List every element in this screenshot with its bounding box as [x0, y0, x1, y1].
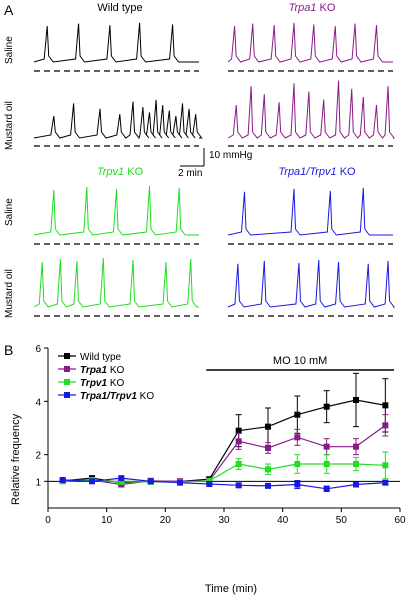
- scale-bar-horizontal-label: 2 min: [178, 168, 203, 179]
- data-point: [206, 481, 213, 487]
- data-point: [118, 478, 125, 485]
- legend-label-2: Trpv1 KO: [80, 378, 125, 389]
- data-point: [323, 461, 330, 467]
- frequency-chart: 0 10 20 30 40 50 60 1 2 4 6 MO 10 mM Wild type Trpa1 …: [35, 344, 406, 526]
- data-point: [294, 434, 301, 441]
- trace-dko-7: [227, 259, 396, 308]
- data-point: [235, 482, 242, 489]
- panel-letter-b: B: [4, 342, 14, 358]
- legend-marker: [64, 366, 70, 372]
- data-point: [118, 475, 125, 482]
- title-dko-gene: Trpa1/Trpv1: [278, 166, 337, 178]
- data-point: [147, 478, 154, 485]
- trace-trpa1-1: [227, 22, 393, 63]
- legend-label-1: Trpa1 KO: [80, 365, 125, 376]
- data-point: [235, 427, 242, 434]
- legend-marker: [64, 379, 70, 385]
- data-point: [265, 466, 271, 473]
- title-trpv1-ko: Trpv1 KO: [40, 166, 200, 178]
- data-point: [235, 438, 242, 445]
- trace-trpv1-6: [33, 257, 199, 308]
- data-point: [323, 403, 330, 410]
- data-point: [382, 462, 389, 469]
- x-tick-label: 0: [45, 515, 51, 526]
- x-tick-label: 10: [101, 515, 113, 526]
- trace-wt-0: [33, 22, 199, 63]
- data-point: [177, 479, 183, 486]
- title-trpa1-suffix: KO: [316, 2, 336, 14]
- title-wild-type-text: Wild type: [97, 2, 143, 14]
- data-point: [323, 443, 330, 450]
- scale-bar: [180, 148, 205, 167]
- trace-trpv1-4: [33, 185, 199, 236]
- x-tick-label: 40: [277, 515, 289, 526]
- y-tick-label: 6: [35, 344, 41, 355]
- data-point: [353, 397, 359, 403]
- legend-label-3: Trpa1/Trpv1 KO: [80, 391, 154, 402]
- trace-dko-5: [227, 187, 393, 236]
- traces-svg: [33, 22, 396, 317]
- x-tick-label: 30: [218, 515, 230, 526]
- title-trpa1-gene: Trpa1: [288, 2, 317, 14]
- title-dko: Trpa1/Trpv1 KO: [232, 166, 402, 178]
- y-tick-label: 2: [35, 451, 41, 462]
- data-point: [294, 481, 301, 488]
- x-tick-label: 50: [336, 515, 348, 526]
- title-trpv1-gene: Trpv1: [96, 166, 125, 178]
- data-point: [59, 477, 66, 483]
- series-line-2: [62, 463, 386, 483]
- title-dko-suffix: KO: [336, 166, 356, 178]
- data-point: [382, 422, 389, 429]
- data-point: [323, 485, 330, 492]
- y-tick-label: 4: [35, 397, 41, 408]
- legend-marker: [64, 392, 70, 398]
- series-line-3: [62, 477, 386, 490]
- mo-label: MO 10 mM: [273, 355, 327, 367]
- data-point: [382, 479, 389, 486]
- data-point: [294, 411, 301, 418]
- legend-marker: [64, 353, 70, 359]
- x-tick-label: 20: [160, 515, 172, 526]
- title-trpa1-ko: Trpa1 KO: [232, 2, 392, 14]
- legend-label-0: Wild type: [80, 352, 122, 363]
- trace-wt-2: [33, 99, 203, 140]
- traces-layer: [33, 22, 396, 317]
- data-point: [265, 445, 271, 451]
- x-tick-label: 60: [394, 515, 406, 526]
- data-point: [382, 402, 389, 409]
- data-point: [353, 443, 359, 450]
- title-wild-type: Wild type: [40, 2, 200, 14]
- data-point: [353, 481, 359, 488]
- scale-bar-vertical-label: 10 mmHg: [209, 150, 253, 161]
- series-line-0: [62, 399, 386, 484]
- series-line-1: [62, 424, 386, 486]
- data-point: [235, 461, 242, 467]
- y-axis-label: Relative frequency: [10, 413, 22, 505]
- trace-trpa1-3: [227, 80, 396, 139]
- data-point: [89, 478, 95, 485]
- panel-letter-a: A: [4, 2, 14, 18]
- x-axis-label: Time (min): [204, 583, 258, 595]
- y-tick-label: 1: [35, 477, 41, 488]
- data-point: [265, 482, 271, 489]
- data-point: [353, 461, 359, 467]
- title-trpv1-suffix: KO: [124, 166, 144, 178]
- data-point: [206, 477, 213, 484]
- data-point: [294, 461, 301, 467]
- data-point: [265, 423, 271, 430]
